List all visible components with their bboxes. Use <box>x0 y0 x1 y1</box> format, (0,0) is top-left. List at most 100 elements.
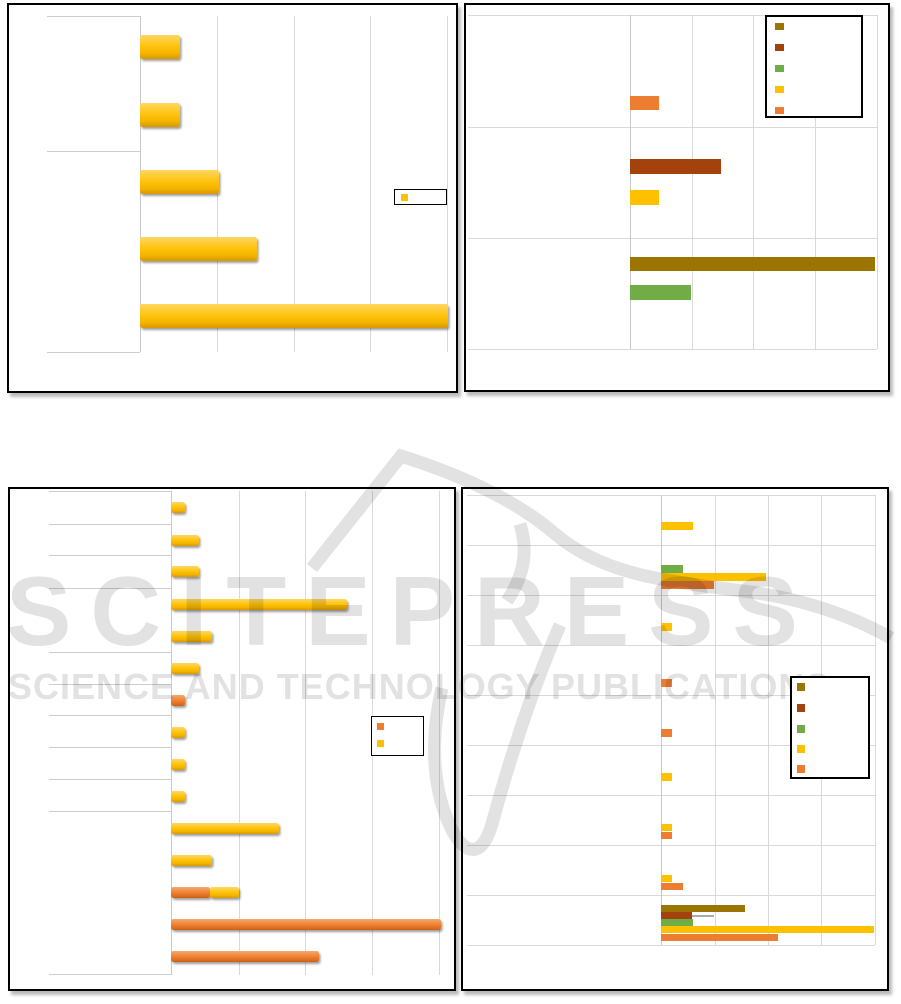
bar-yellow <box>661 573 766 581</box>
chart-bottom-left-legend <box>371 716 424 756</box>
bar-rust <box>630 159 721 174</box>
bar-yellow <box>661 773 672 781</box>
bar-yellow <box>140 35 180 59</box>
legend-swatch-rust <box>775 44 784 51</box>
bar-orange <box>171 951 319 962</box>
chart-top-right-legend <box>765 15 863 118</box>
bar-yellow <box>630 190 659 205</box>
legend-swatch-rust <box>796 703 805 712</box>
error-bar-mark <box>692 915 714 917</box>
bar-yellow <box>171 663 199 674</box>
h-gridline <box>467 845 875 846</box>
bar-yellow <box>140 304 448 328</box>
bar-yellow <box>661 824 672 831</box>
bar-orange <box>171 695 185 706</box>
legend-swatch-orange <box>376 722 384 730</box>
category-separator-line <box>47 352 140 353</box>
bar-orange <box>661 832 672 839</box>
v-gridline <box>715 495 716 945</box>
bar-orange <box>661 679 672 687</box>
bar-olive <box>661 905 745 912</box>
v-gridline <box>370 16 371 352</box>
legend-swatch-yellow <box>400 193 408 201</box>
bar-orange <box>171 919 441 930</box>
legend-swatch-orange <box>775 107 784 114</box>
category-separator-line <box>49 524 171 525</box>
v-gridline <box>768 495 769 945</box>
h-gridline <box>467 945 875 946</box>
h-gridline <box>467 795 875 796</box>
bar-yellow <box>171 823 279 834</box>
value-axis-line <box>661 495 662 945</box>
h-gridline <box>468 15 877 16</box>
category-separator-line <box>49 779 171 780</box>
legend-swatch-yellow <box>796 744 805 753</box>
category-separator-line <box>49 652 171 653</box>
bar-yellow <box>661 522 693 530</box>
category-separator-line <box>49 715 171 716</box>
v-gridline <box>753 15 754 349</box>
bar-yellow <box>210 887 239 898</box>
bar-orange <box>661 934 778 941</box>
bar-yellow <box>661 875 672 882</box>
v-gridline <box>815 15 816 349</box>
legend-swatch-green <box>775 65 784 72</box>
legend-swatch-olive <box>775 23 784 30</box>
bar-yellow <box>171 599 347 610</box>
bar-orange <box>630 96 659 110</box>
bar-yellow <box>171 855 212 866</box>
v-gridline <box>439 491 440 975</box>
v-gridline <box>239 491 240 975</box>
v-gridline <box>877 15 878 349</box>
bar-yellow <box>171 535 199 546</box>
bar-orange <box>171 887 210 898</box>
bar-olive <box>630 257 875 271</box>
h-gridline <box>468 127 877 128</box>
bar-yellow <box>661 623 672 631</box>
category-separator-line <box>49 491 171 492</box>
h-gridline <box>467 595 875 596</box>
bar-yellow <box>171 791 185 802</box>
legend-swatch-yellow <box>775 86 784 93</box>
bar-yellow <box>171 502 185 513</box>
bar-yellow <box>171 631 212 642</box>
bar-orange <box>661 581 714 589</box>
chart-top-left-legend <box>394 189 447 205</box>
v-gridline <box>447 16 448 352</box>
h-gridline <box>467 895 875 896</box>
h-gridline <box>467 645 875 646</box>
bar-green <box>630 285 691 300</box>
h-gridline <box>467 695 875 696</box>
value-axis-line <box>630 15 631 349</box>
bar-orange <box>661 883 683 890</box>
category-separator-line <box>49 684 171 685</box>
bar-yellow <box>171 566 199 577</box>
bar-yellow <box>171 727 185 738</box>
h-gridline <box>467 745 875 746</box>
bar-yellow <box>140 237 257 261</box>
bar-yellow <box>140 170 219 194</box>
bar-yellow <box>140 103 180 127</box>
category-separator-line <box>49 974 171 975</box>
legend-swatch-olive <box>796 682 805 691</box>
bar-green <box>661 919 693 926</box>
chart-top-left <box>7 3 458 393</box>
h-gridline <box>467 495 875 496</box>
category-separator-line <box>47 151 140 152</box>
category-separator-line <box>49 811 171 812</box>
category-separator-line <box>49 555 171 556</box>
bar-yellow <box>171 759 185 770</box>
h-gridline <box>467 545 875 546</box>
bar-yellow <box>661 926 874 933</box>
h-gridline <box>468 349 877 350</box>
category-separator-line <box>49 747 171 748</box>
v-gridline <box>294 16 295 352</box>
h-gridline <box>468 238 877 239</box>
category-separator-line <box>49 588 171 589</box>
v-gridline <box>875 495 876 945</box>
category-separator-line <box>47 16 140 17</box>
legend-swatch-yellow <box>376 739 384 747</box>
v-gridline <box>692 15 693 349</box>
legend-swatch-orange <box>796 764 805 773</box>
